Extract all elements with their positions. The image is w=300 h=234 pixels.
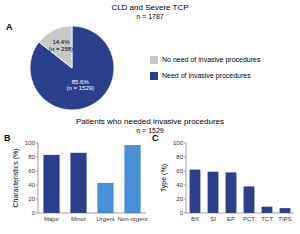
x-tick-label: PCT xyxy=(243,216,255,222)
y-tick-label: 20 xyxy=(176,196,183,202)
y-axis-label: Characteristics (%) xyxy=(12,148,20,207)
title: CLD and Severe TCP xyxy=(111,3,188,12)
data-label: 85.6%(n = 1529) xyxy=(67,78,95,91)
x-tick-label: Urgent xyxy=(96,216,114,222)
y-axis xyxy=(186,143,187,213)
y-tick-label: 40 xyxy=(176,182,183,188)
bar xyxy=(244,186,255,213)
y-tick-label: 60 xyxy=(176,168,183,174)
x-axis xyxy=(38,213,146,214)
pie-chart: CLD and Severe TCPn = 1787 A 85.6%(n = 152… xyxy=(6,3,261,110)
panel-label: A xyxy=(6,22,13,32)
y-tick-label: 0 xyxy=(180,210,184,216)
legend-swatch xyxy=(150,72,158,80)
pie-slice xyxy=(30,26,114,110)
y-tick-label: 20 xyxy=(28,196,35,202)
y-tick-label: 100 xyxy=(173,140,184,146)
x-axis xyxy=(186,213,294,214)
bars xyxy=(190,170,291,213)
x-tick-label: BX xyxy=(191,216,199,222)
bar-chart: C 0 20 40 60 80 100 BX SI EP PCT TCT TIPS Type (%) xyxy=(152,133,294,222)
text-line: 14.4% xyxy=(52,39,70,45)
x-tick-label: TIPS xyxy=(278,216,291,222)
bar xyxy=(190,170,201,213)
subtitle: n = 1529 xyxy=(136,127,164,134)
title: Patients who needed invasive procedures xyxy=(76,117,224,126)
bar xyxy=(124,145,140,213)
y-tick-label: 40 xyxy=(28,182,35,188)
panel-label: B xyxy=(4,133,11,143)
bar xyxy=(226,172,237,213)
figure: CLD and Severe TCPn = 1787 A 85.6%(n = 152… xyxy=(0,0,300,234)
legend-entry: No need of invasive procedures xyxy=(162,56,261,64)
text-line: (n = 1529) xyxy=(67,85,95,91)
bar xyxy=(70,153,86,213)
y-axis-label: Type (%) xyxy=(160,164,168,192)
x-tick-label: Minor xyxy=(71,216,86,222)
subtitle: n = 1787 xyxy=(136,13,164,20)
y-tick-label: 100 xyxy=(25,140,36,146)
y-tick-label: 80 xyxy=(176,154,183,160)
y-tick-label: 0 xyxy=(32,210,36,216)
legend-swatch xyxy=(150,56,158,64)
x-tick-label: Non-urgent xyxy=(117,216,147,222)
bar xyxy=(97,183,113,213)
bar xyxy=(43,155,59,213)
data-label: 14.4%(n = 258) xyxy=(49,39,73,52)
x-tick-label: SI xyxy=(210,216,216,222)
legend-entry: Need of invasive procedures xyxy=(162,72,251,80)
bar xyxy=(280,208,291,213)
bars xyxy=(43,145,140,213)
y-axis xyxy=(38,143,39,213)
bar-chart: Patients who needed invasive proceduresn… xyxy=(4,117,224,222)
y-tick-label: 80 xyxy=(28,154,35,160)
text-line: (n = 258) xyxy=(49,45,73,51)
x-tick-label: TCT xyxy=(261,216,273,222)
y-tick-label: 60 xyxy=(28,168,35,174)
bar xyxy=(208,172,219,213)
bar xyxy=(262,207,273,213)
x-tick-label: EP xyxy=(227,216,235,222)
legend: No need of invasive procedures Need of in… xyxy=(150,56,261,80)
text-line: 85.6% xyxy=(72,78,90,84)
x-tick-label: Major xyxy=(44,216,59,222)
panel-label: C xyxy=(152,133,159,143)
